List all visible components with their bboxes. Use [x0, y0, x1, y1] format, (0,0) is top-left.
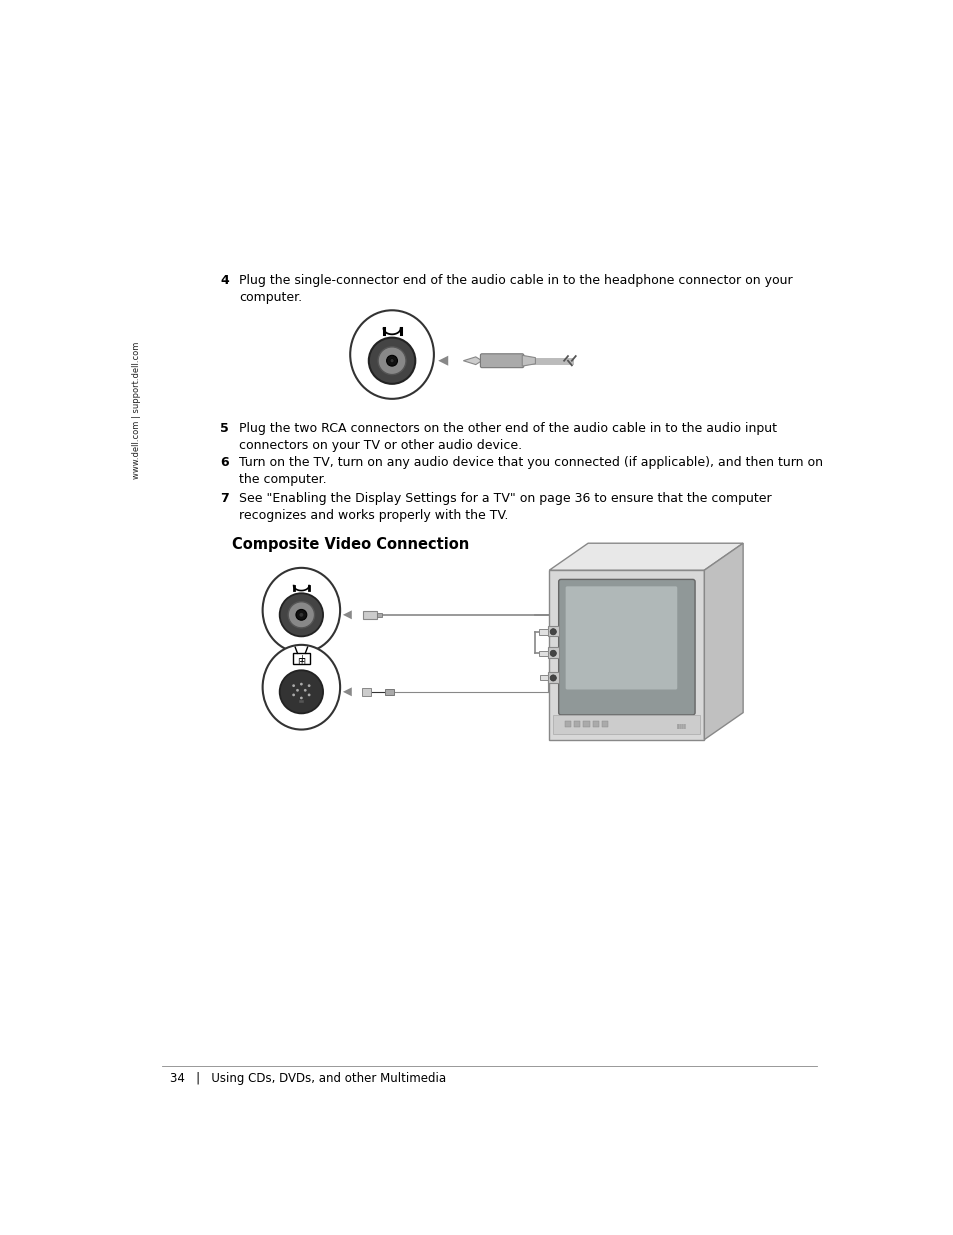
- Bar: [385, 689, 394, 695]
- Circle shape: [279, 593, 323, 636]
- Bar: [298, 699, 303, 703]
- Circle shape: [377, 347, 406, 374]
- Polygon shape: [521, 356, 535, 366]
- Bar: [547, 647, 558, 658]
- Text: 4: 4: [220, 274, 229, 287]
- Bar: [361, 688, 371, 695]
- Bar: [564, 721, 571, 727]
- Circle shape: [299, 613, 303, 616]
- Circle shape: [288, 601, 314, 627]
- Ellipse shape: [262, 645, 340, 730]
- FancyBboxPatch shape: [565, 587, 677, 689]
- Text: Plug the single-connector end of the audio cable in to the headphone connector o: Plug the single-connector end of the aud…: [239, 274, 792, 304]
- Polygon shape: [549, 543, 742, 571]
- FancyBboxPatch shape: [558, 579, 695, 715]
- Circle shape: [292, 684, 294, 687]
- Text: Turn on the TV, turn on any audio device that you connected (if applicable), and: Turn on the TV, turn on any audio device…: [239, 456, 822, 487]
- Circle shape: [292, 694, 294, 697]
- Bar: [363, 611, 377, 619]
- Bar: [574, 721, 579, 727]
- Polygon shape: [463, 357, 481, 364]
- Ellipse shape: [262, 568, 340, 652]
- Text: Plug the two RCA connectors on the other end of the audio cable in to the audio : Plug the two RCA connectors on the other…: [239, 421, 777, 452]
- Bar: [601, 721, 608, 727]
- Text: See "Enabling the Display Settings for a TV" on page 36 to ensure that the compu: See "Enabling the Display Settings for a…: [239, 493, 771, 522]
- Bar: [539, 674, 547, 680]
- Text: 34   |   Using CDs, DVDs, and other Multimedia: 34 | Using CDs, DVDs, and other Multimed…: [170, 1072, 445, 1084]
- Text: Composite Video Connection: Composite Video Connection: [232, 537, 468, 552]
- Circle shape: [295, 689, 298, 692]
- Circle shape: [550, 651, 556, 656]
- Text: IIIII: IIIII: [676, 724, 685, 730]
- Circle shape: [550, 674, 556, 680]
- Polygon shape: [549, 571, 703, 740]
- Ellipse shape: [350, 310, 434, 399]
- Bar: [553, 715, 700, 734]
- Text: +: +: [297, 655, 305, 663]
- Circle shape: [299, 683, 302, 685]
- Circle shape: [550, 629, 556, 635]
- Circle shape: [304, 689, 306, 692]
- FancyBboxPatch shape: [480, 353, 523, 368]
- Text: 7: 7: [220, 493, 229, 505]
- Text: 6: 6: [220, 456, 229, 469]
- Circle shape: [299, 697, 302, 699]
- Circle shape: [279, 671, 323, 714]
- Bar: [547, 626, 558, 636]
- Bar: [592, 721, 598, 727]
- Bar: [537, 651, 547, 656]
- Text: 5: 5: [220, 421, 229, 435]
- Bar: [583, 721, 589, 727]
- Bar: [377, 613, 381, 618]
- Text: www.dell.com | support.dell.com: www.dell.com | support.dell.com: [132, 341, 141, 479]
- Circle shape: [295, 609, 307, 620]
- Polygon shape: [703, 543, 742, 740]
- Circle shape: [308, 684, 310, 687]
- Bar: [547, 672, 558, 683]
- Circle shape: [369, 337, 415, 384]
- Circle shape: [390, 359, 394, 363]
- Bar: [537, 630, 547, 635]
- Bar: [293, 653, 310, 664]
- Text: ⊞: ⊞: [297, 657, 305, 667]
- Circle shape: [308, 694, 310, 697]
- Circle shape: [386, 356, 397, 366]
